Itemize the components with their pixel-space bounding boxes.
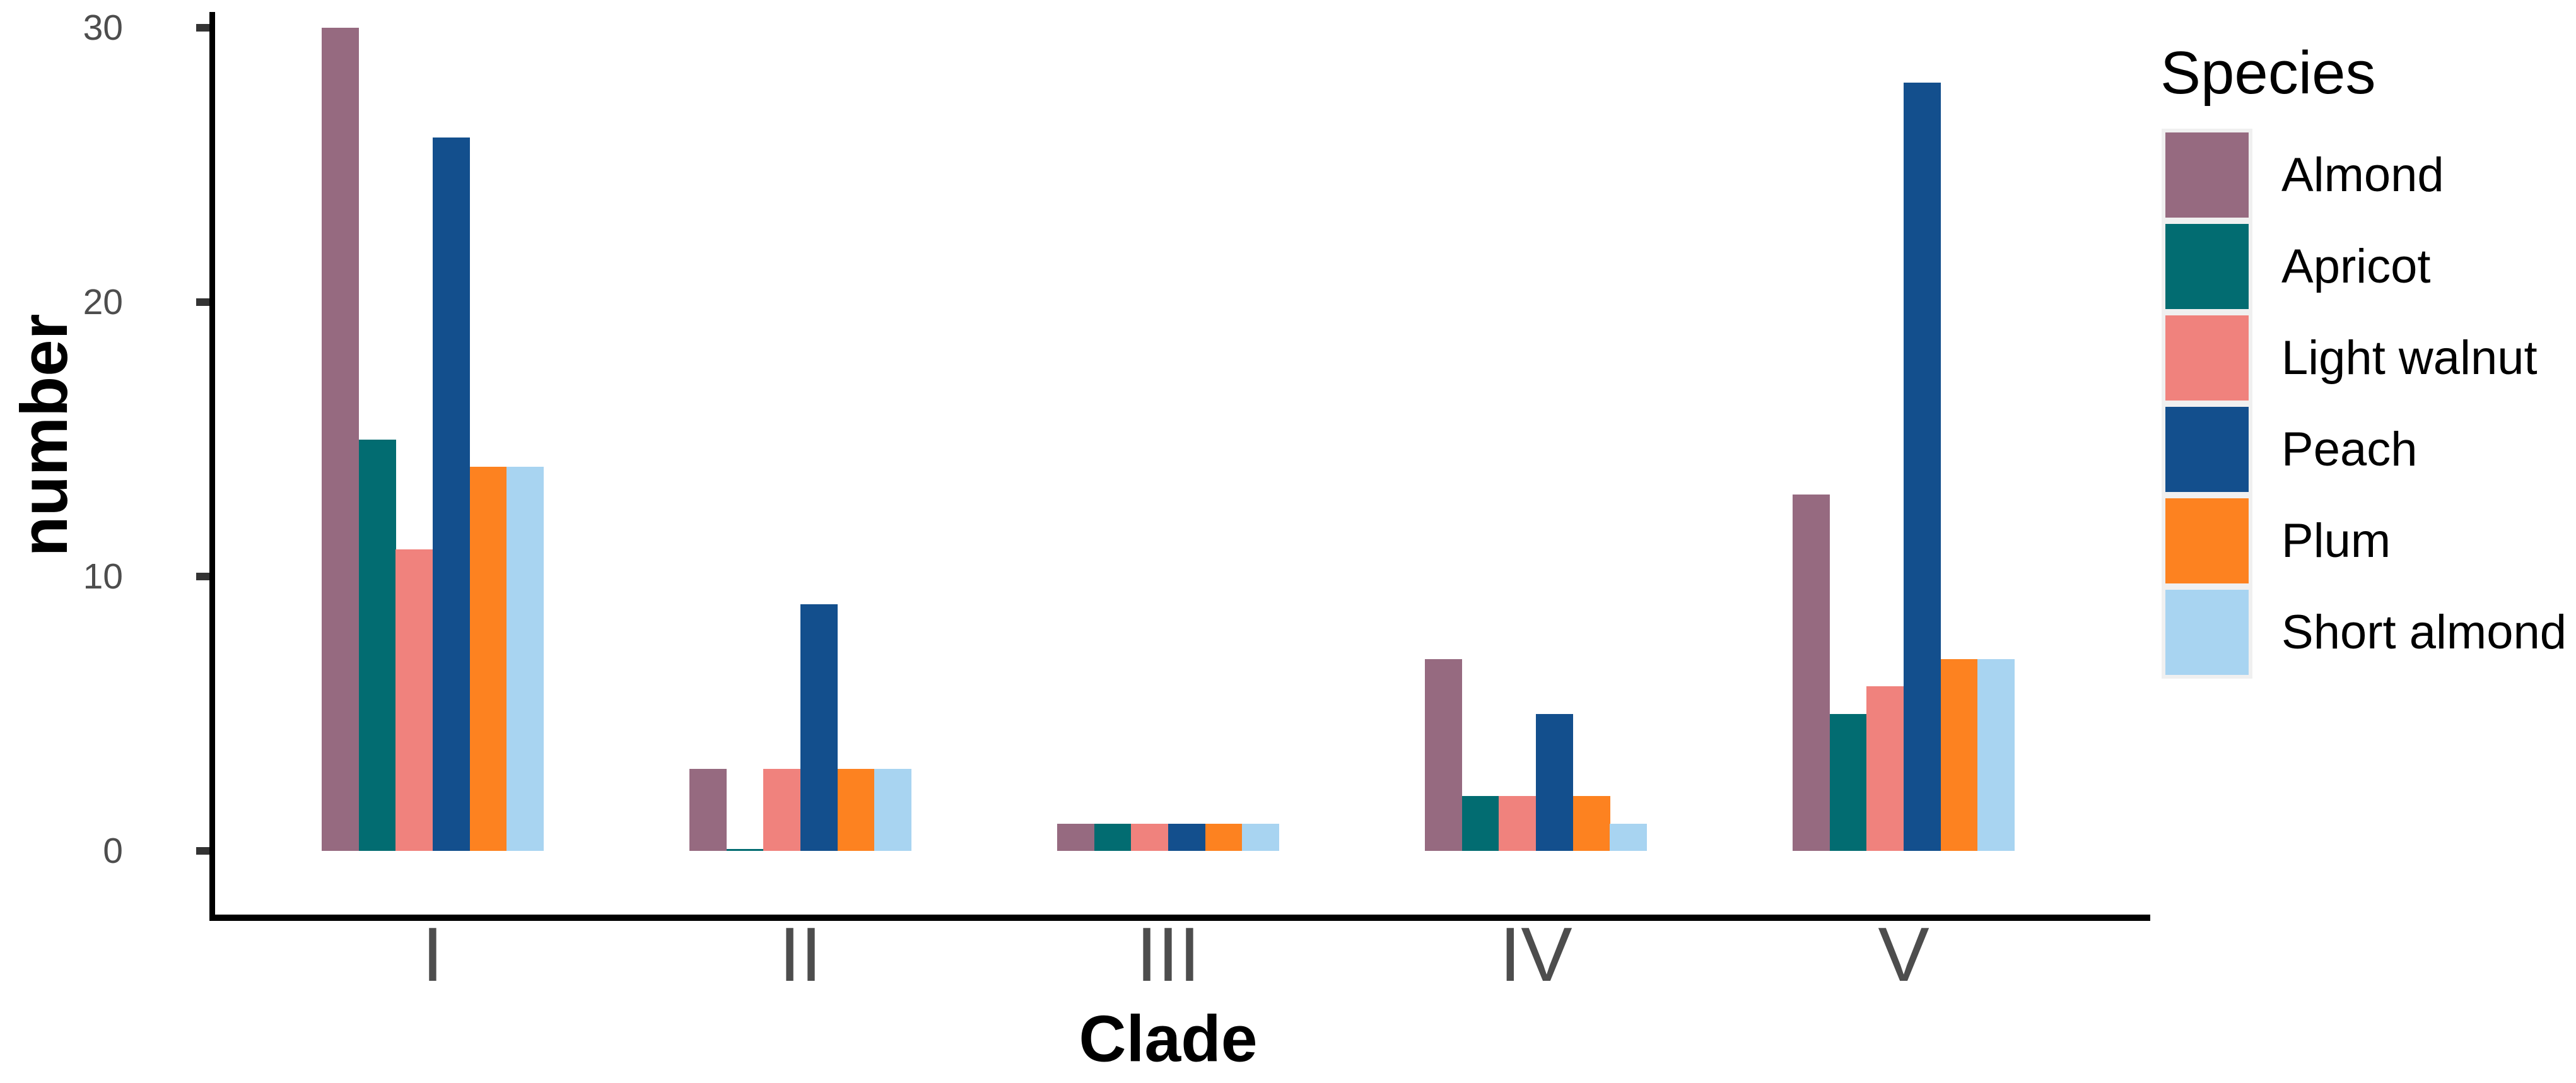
legend-swatch-apricot [2165, 224, 2249, 309]
legend-label-apricot: Apricot [2281, 239, 2431, 293]
y-tick-label: 0 [103, 831, 123, 871]
bar-almond-IV [1425, 659, 1463, 851]
bar-plum-V [1940, 659, 1978, 851]
bar-light-walnut-III [1131, 823, 1169, 851]
y-tick [196, 847, 209, 855]
bar-almond-I [322, 28, 360, 851]
bar-short-almond-I [506, 467, 544, 851]
legend-label-almond: Almond [2281, 148, 2444, 202]
bar-light-walnut-V [1866, 686, 1904, 851]
legend-swatch-peach [2165, 407, 2249, 492]
legend-label-plum: Plum [2281, 513, 2391, 568]
legend-label-peach: Peach [2281, 422, 2418, 476]
bar-peach-I [433, 138, 471, 851]
bar-short-almond-IV [1610, 823, 1648, 851]
bar-almond-II [689, 768, 727, 851]
bar-light-walnut-IV [1499, 796, 1537, 851]
bar-apricot-I [358, 439, 396, 851]
legend-swatch-short-almond [2165, 590, 2249, 675]
y-tick [196, 24, 209, 32]
y-tick-label: 20 [83, 282, 123, 322]
bar-peach-II [800, 604, 838, 851]
y-tick [196, 298, 209, 306]
bar-peach-IV [1536, 713, 1574, 851]
bar-almond-III [1057, 823, 1095, 851]
y-tick-label: 10 [83, 556, 123, 597]
bar-almond-V [1793, 494, 1830, 851]
y-axis-title: number [8, 313, 81, 557]
x-axis-line [209, 915, 2150, 921]
legend-title: Species [2160, 39, 2376, 107]
y-tick-label: 30 [83, 8, 123, 48]
bar-light-walnut-I [395, 549, 433, 851]
x-tick-label: I [422, 911, 443, 997]
bar-apricot-IV [1461, 796, 1499, 851]
bar-apricot-II [726, 849, 764, 851]
x-tick-label: V [1878, 911, 1929, 997]
x-tick-label: II [779, 911, 822, 997]
y-tick [196, 573, 209, 580]
bar-plum-I [469, 467, 507, 851]
x-tick-label: III [1136, 911, 1200, 997]
legend-key-background [2162, 129, 2252, 679]
x-tick-label: IV [1499, 911, 1572, 997]
bar-apricot-V [1829, 713, 1867, 851]
legend-swatch-light-walnut [2165, 315, 2249, 401]
bar-apricot-III [1094, 823, 1132, 851]
bar-short-almond-V [1977, 659, 2015, 851]
bar-peach-V [1904, 83, 1941, 851]
bar-plum-II [837, 768, 875, 851]
legend-swatch-plum [2165, 498, 2249, 583]
bar-short-almond-III [1242, 823, 1280, 851]
bar-short-almond-II [874, 768, 912, 851]
legend-label-short-almond: Short almond [2281, 605, 2567, 659]
x-axis-title: Clade [1079, 1002, 1258, 1076]
bar-light-walnut-II [763, 768, 801, 851]
legend-label-light-walnut: Light walnut [2281, 331, 2538, 385]
legend-swatch-almond [2165, 132, 2249, 218]
y-axis-line [209, 12, 215, 921]
bar-plum-IV [1572, 796, 1610, 851]
bar-plum-III [1205, 823, 1243, 851]
bar-peach-III [1168, 823, 1206, 851]
